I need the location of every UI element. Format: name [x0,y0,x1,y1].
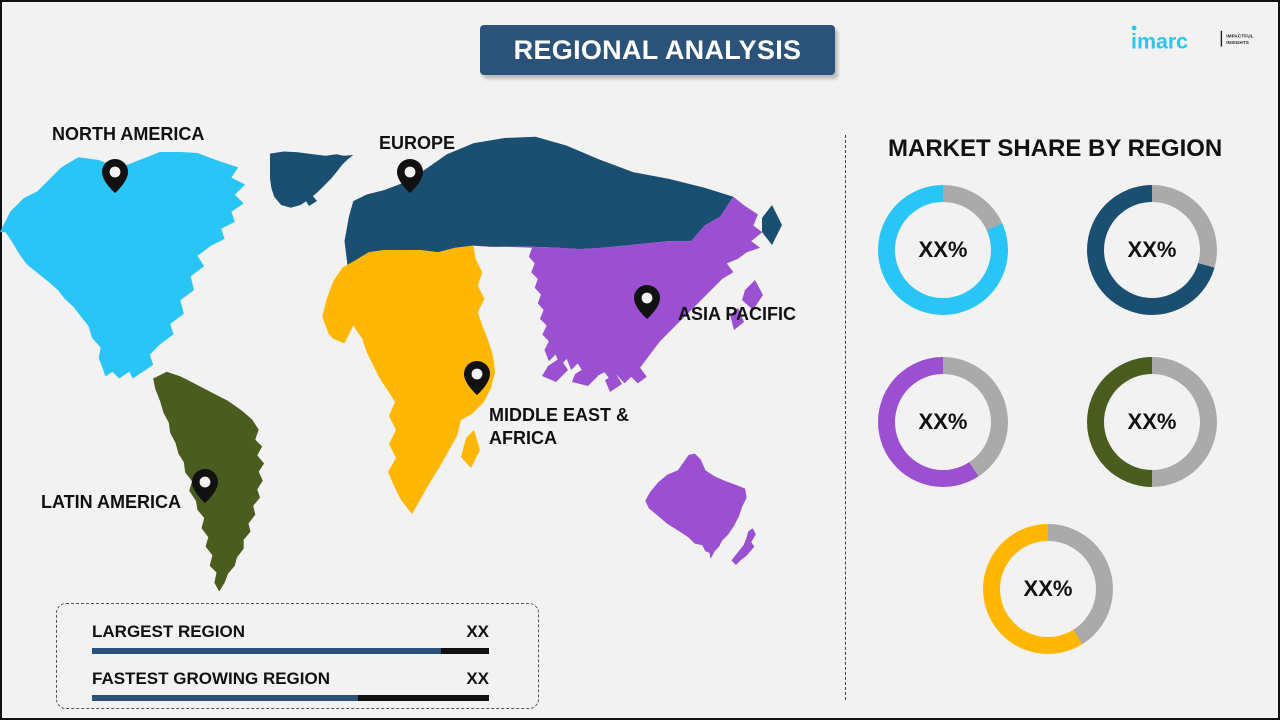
svg-text:IMPACTFUL: IMPACTFUL [1226,34,1253,39]
svg-text:imarc: imarc [1131,30,1188,54]
svg-text:INSIGHTS: INSIGHTS [1226,40,1249,45]
